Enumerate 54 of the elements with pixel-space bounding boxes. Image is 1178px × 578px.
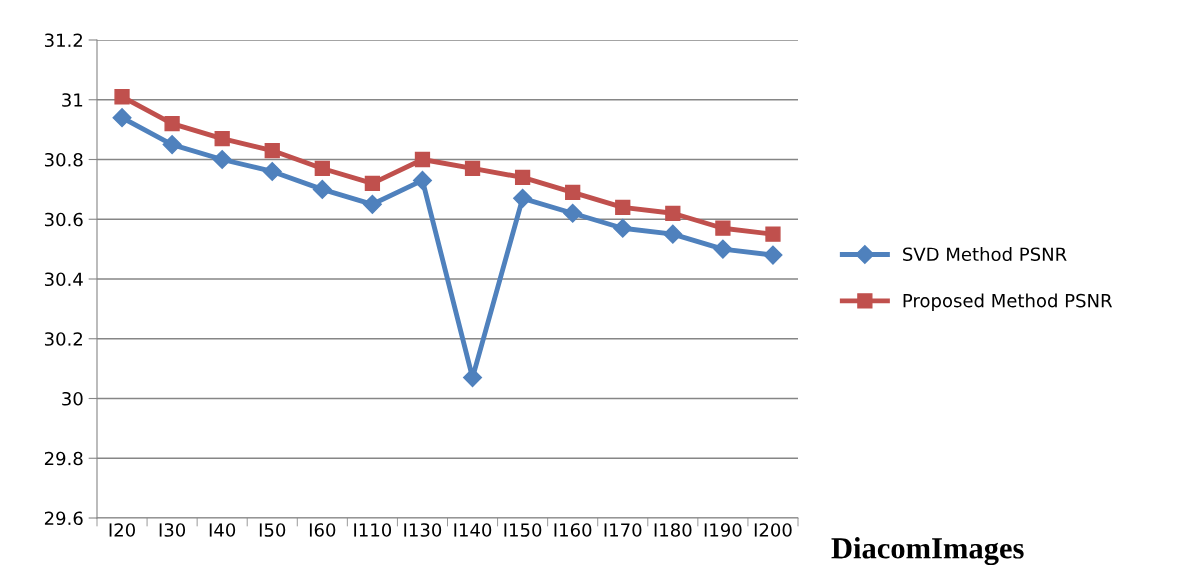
- x-tick-label: I30: [159, 523, 186, 537]
- x-tick-label: I110: [354, 523, 392, 537]
- x-tick-label: I160: [554, 523, 592, 537]
- x-tick-label: I190: [704, 523, 742, 537]
- point: [665, 205, 681, 221]
- y-tick-label: 30.6: [44, 212, 83, 227]
- point: [164, 116, 180, 132]
- x-tick-label: I170: [604, 523, 642, 537]
- point: [412, 170, 432, 190]
- point: [112, 108, 132, 128]
- y-tick-label: 30.2: [44, 332, 82, 346]
- point: [414, 151, 431, 168]
- legend-label: SVD Method PSNR: [903, 247, 1067, 262]
- point: [362, 194, 382, 214]
- x-tick-label: I60: [309, 523, 336, 537]
- x-tick-label: I130: [404, 523, 442, 537]
- point: [563, 203, 583, 223]
- y-tick-label: 29.6: [44, 511, 83, 526]
- x-axis-title: DiacomImages: [831, 537, 1024, 566]
- x-tick-label: I140: [454, 523, 492, 537]
- y-tick-label: 30: [62, 391, 83, 406]
- x-tick-label: I180: [654, 523, 692, 537]
- y-tick-label: 29.8: [44, 451, 83, 466]
- point: [214, 130, 230, 147]
- x-tick-label: I50: [259, 523, 286, 537]
- point: [715, 220, 731, 236]
- x-tick-label: I20: [109, 523, 135, 537]
- y-tick-label: 31.2: [44, 33, 82, 48]
- y-tick-label: 30.8: [44, 152, 83, 167]
- point: [765, 226, 781, 242]
- point: [364, 175, 381, 192]
- point: [613, 218, 633, 238]
- point: [114, 89, 130, 105]
- point: [262, 161, 282, 181]
- legend-label: Proposed Method PSNR: [903, 293, 1113, 311]
- point: [463, 368, 483, 388]
- point: [763, 245, 783, 265]
- point: [514, 169, 531, 186]
- point: [663, 224, 683, 244]
- x-tick-label: I150: [504, 523, 542, 537]
- point: [464, 160, 481, 177]
- x-tick-label: I200: [754, 523, 792, 537]
- point: [312, 179, 332, 199]
- point: [264, 142, 280, 159]
- point: [162, 135, 182, 155]
- point: [212, 149, 232, 170]
- point: [565, 184, 581, 201]
- point: [513, 188, 533, 208]
- point: [713, 239, 733, 259]
- point: [314, 160, 330, 177]
- x-tick-label: I40: [209, 523, 236, 537]
- y-tick-label: 30.4: [44, 272, 83, 287]
- point: [615, 199, 631, 215]
- y-tick-label: 31: [62, 93, 83, 107]
